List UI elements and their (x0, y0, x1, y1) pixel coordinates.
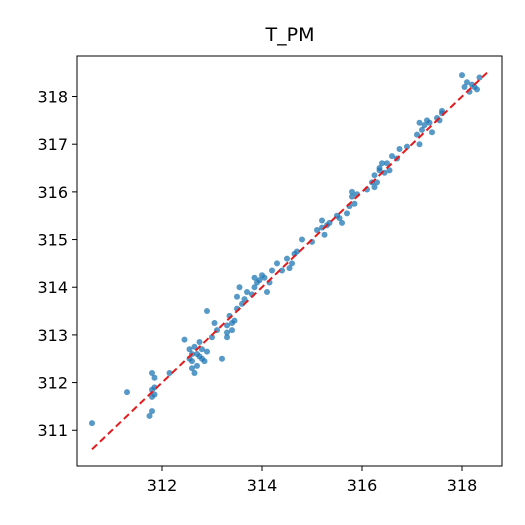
data-point (421, 122, 428, 129)
data-point (191, 343, 198, 350)
data-point (459, 72, 465, 79)
plot-area-frame (76, 55, 503, 467)
data-point (314, 227, 320, 234)
data-point (251, 284, 258, 291)
y-tick-label: 311 (37, 421, 68, 440)
data-point (149, 386, 155, 393)
y-tick-label: 318 (37, 88, 68, 107)
data-point (224, 334, 230, 341)
data-point (236, 284, 243, 291)
x-tick-label: 318 (447, 476, 478, 495)
data-point (204, 348, 210, 355)
data-point (476, 74, 483, 81)
data-point (351, 200, 358, 207)
data-point (349, 193, 355, 200)
data-point (426, 119, 433, 126)
data-point (386, 167, 393, 174)
data-point (149, 370, 155, 377)
data-point (339, 219, 345, 226)
x-axis-ticks: 312 314 316 318 (147, 466, 478, 495)
data-point (419, 126, 425, 133)
data-point (274, 260, 280, 267)
data-point (299, 236, 305, 243)
data-point (229, 327, 235, 334)
data-point (166, 370, 173, 377)
chart-title: T_PM (265, 24, 315, 46)
data-point (371, 184, 378, 191)
data-point (371, 172, 378, 179)
data-point (219, 355, 225, 362)
data-point (261, 274, 268, 281)
data-point (396, 145, 403, 152)
reference-line (91, 71, 488, 451)
data-point (181, 336, 188, 343)
data-point (151, 391, 158, 398)
data-point (209, 334, 215, 341)
data-point (376, 167, 383, 174)
data-point (404, 143, 410, 150)
data-point (269, 267, 275, 274)
data-point (321, 231, 328, 238)
y-tick-label: 317 (37, 135, 68, 154)
data-point (284, 255, 290, 262)
y-tick-label: 312 (37, 374, 68, 393)
scatter-points (89, 72, 483, 427)
data-point (189, 358, 195, 365)
data-point (146, 412, 153, 419)
data-point (286, 265, 293, 272)
data-point (289, 260, 295, 267)
x-tick-label: 314 (247, 476, 278, 495)
data-point (149, 408, 155, 415)
data-point (189, 365, 195, 372)
data-point (234, 293, 240, 300)
data-point (294, 248, 300, 255)
data-point (416, 119, 423, 126)
data-point (264, 288, 270, 295)
data-point (186, 346, 193, 353)
data-point (244, 288, 250, 295)
data-point (124, 389, 130, 396)
data-point (194, 362, 200, 369)
x-tick-label: 316 (347, 476, 378, 495)
y-axis-ticks: 311 312 313 314 315 316 317 318 (37, 88, 77, 440)
data-point (251, 274, 258, 281)
data-point (344, 210, 350, 217)
reference-line-layer (91, 71, 488, 451)
data-point (464, 79, 470, 86)
y-tick-label: 314 (37, 278, 68, 297)
data-point (384, 160, 390, 167)
data-point (191, 370, 198, 377)
data-point (474, 86, 480, 93)
data-point (429, 129, 435, 136)
data-point (196, 339, 203, 346)
data-point (319, 217, 325, 224)
data-point (374, 179, 380, 186)
data-point (336, 215, 343, 222)
data-point (151, 374, 158, 381)
y-tick-label: 316 (37, 183, 68, 202)
data-point (414, 131, 420, 138)
data-point (461, 83, 468, 90)
data-point (256, 277, 263, 284)
data-point (416, 141, 423, 148)
y-tick-label: 315 (37, 231, 68, 250)
data-point (389, 153, 395, 160)
data-point (224, 329, 230, 336)
data-point (201, 358, 208, 365)
y-tick-label: 313 (37, 326, 68, 345)
data-point (211, 319, 218, 326)
data-point (224, 322, 230, 329)
x-tick-label: 312 (147, 476, 178, 495)
data-point (279, 267, 285, 274)
data-point (379, 160, 385, 167)
data-point (231, 317, 238, 324)
data-point (199, 346, 205, 353)
data-point (241, 296, 248, 303)
data-point (349, 188, 355, 195)
data-point (239, 300, 245, 307)
data-point (204, 308, 210, 315)
data-point (89, 420, 95, 427)
